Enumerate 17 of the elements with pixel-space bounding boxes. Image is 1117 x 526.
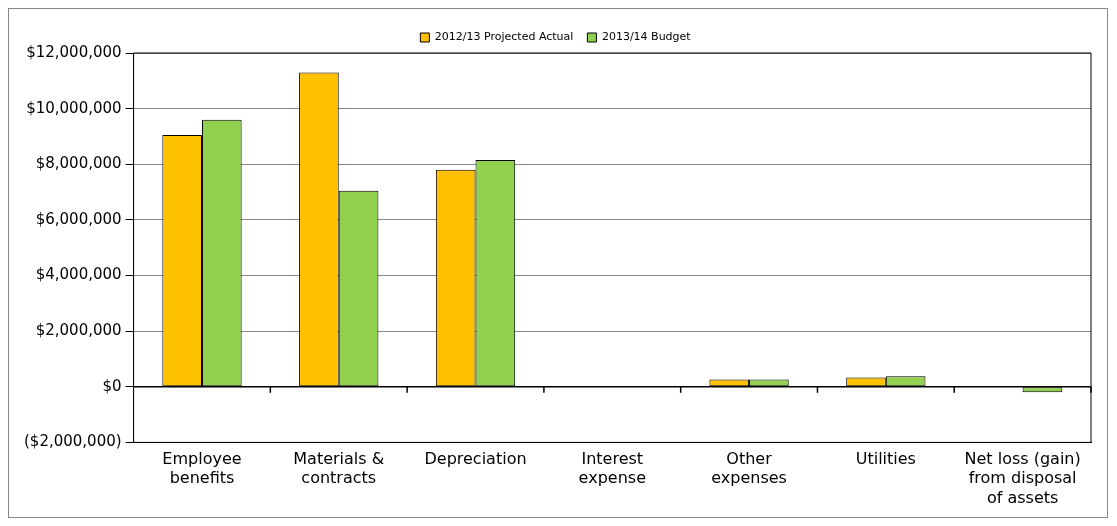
y-tick-label: $6,000,000 bbox=[35, 209, 122, 228]
x-tick-label: Utilities bbox=[855, 449, 916, 469]
x-tick-label: Materials & contracts bbox=[293, 449, 385, 488]
y-tick-label: $10,000,000 bbox=[26, 98, 122, 117]
x-tick-label: Other expenses bbox=[711, 449, 787, 488]
y-tick-label: $2,000,000 bbox=[35, 321, 122, 340]
y-tick-label: $4,000,000 bbox=[35, 265, 122, 284]
x-tick-label: Interest expense bbox=[578, 449, 646, 488]
x-tick-label: Employee benefits bbox=[162, 449, 242, 488]
y-tick-label: $0 bbox=[102, 376, 122, 395]
x-tick-label: Depreciation bbox=[424, 449, 527, 469]
y-tick-label: ($2,000,000) bbox=[23, 432, 122, 451]
legend-label: 2013/14 Budget bbox=[601, 30, 692, 44]
legend-label: 2012/13 Projected Actual bbox=[434, 30, 574, 44]
x-tick-label: Net loss (gain) from disposal of assets bbox=[964, 449, 1081, 507]
y-tick-label: $8,000,000 bbox=[35, 154, 122, 173]
y-tick-label: $12,000,000 bbox=[26, 42, 122, 61]
